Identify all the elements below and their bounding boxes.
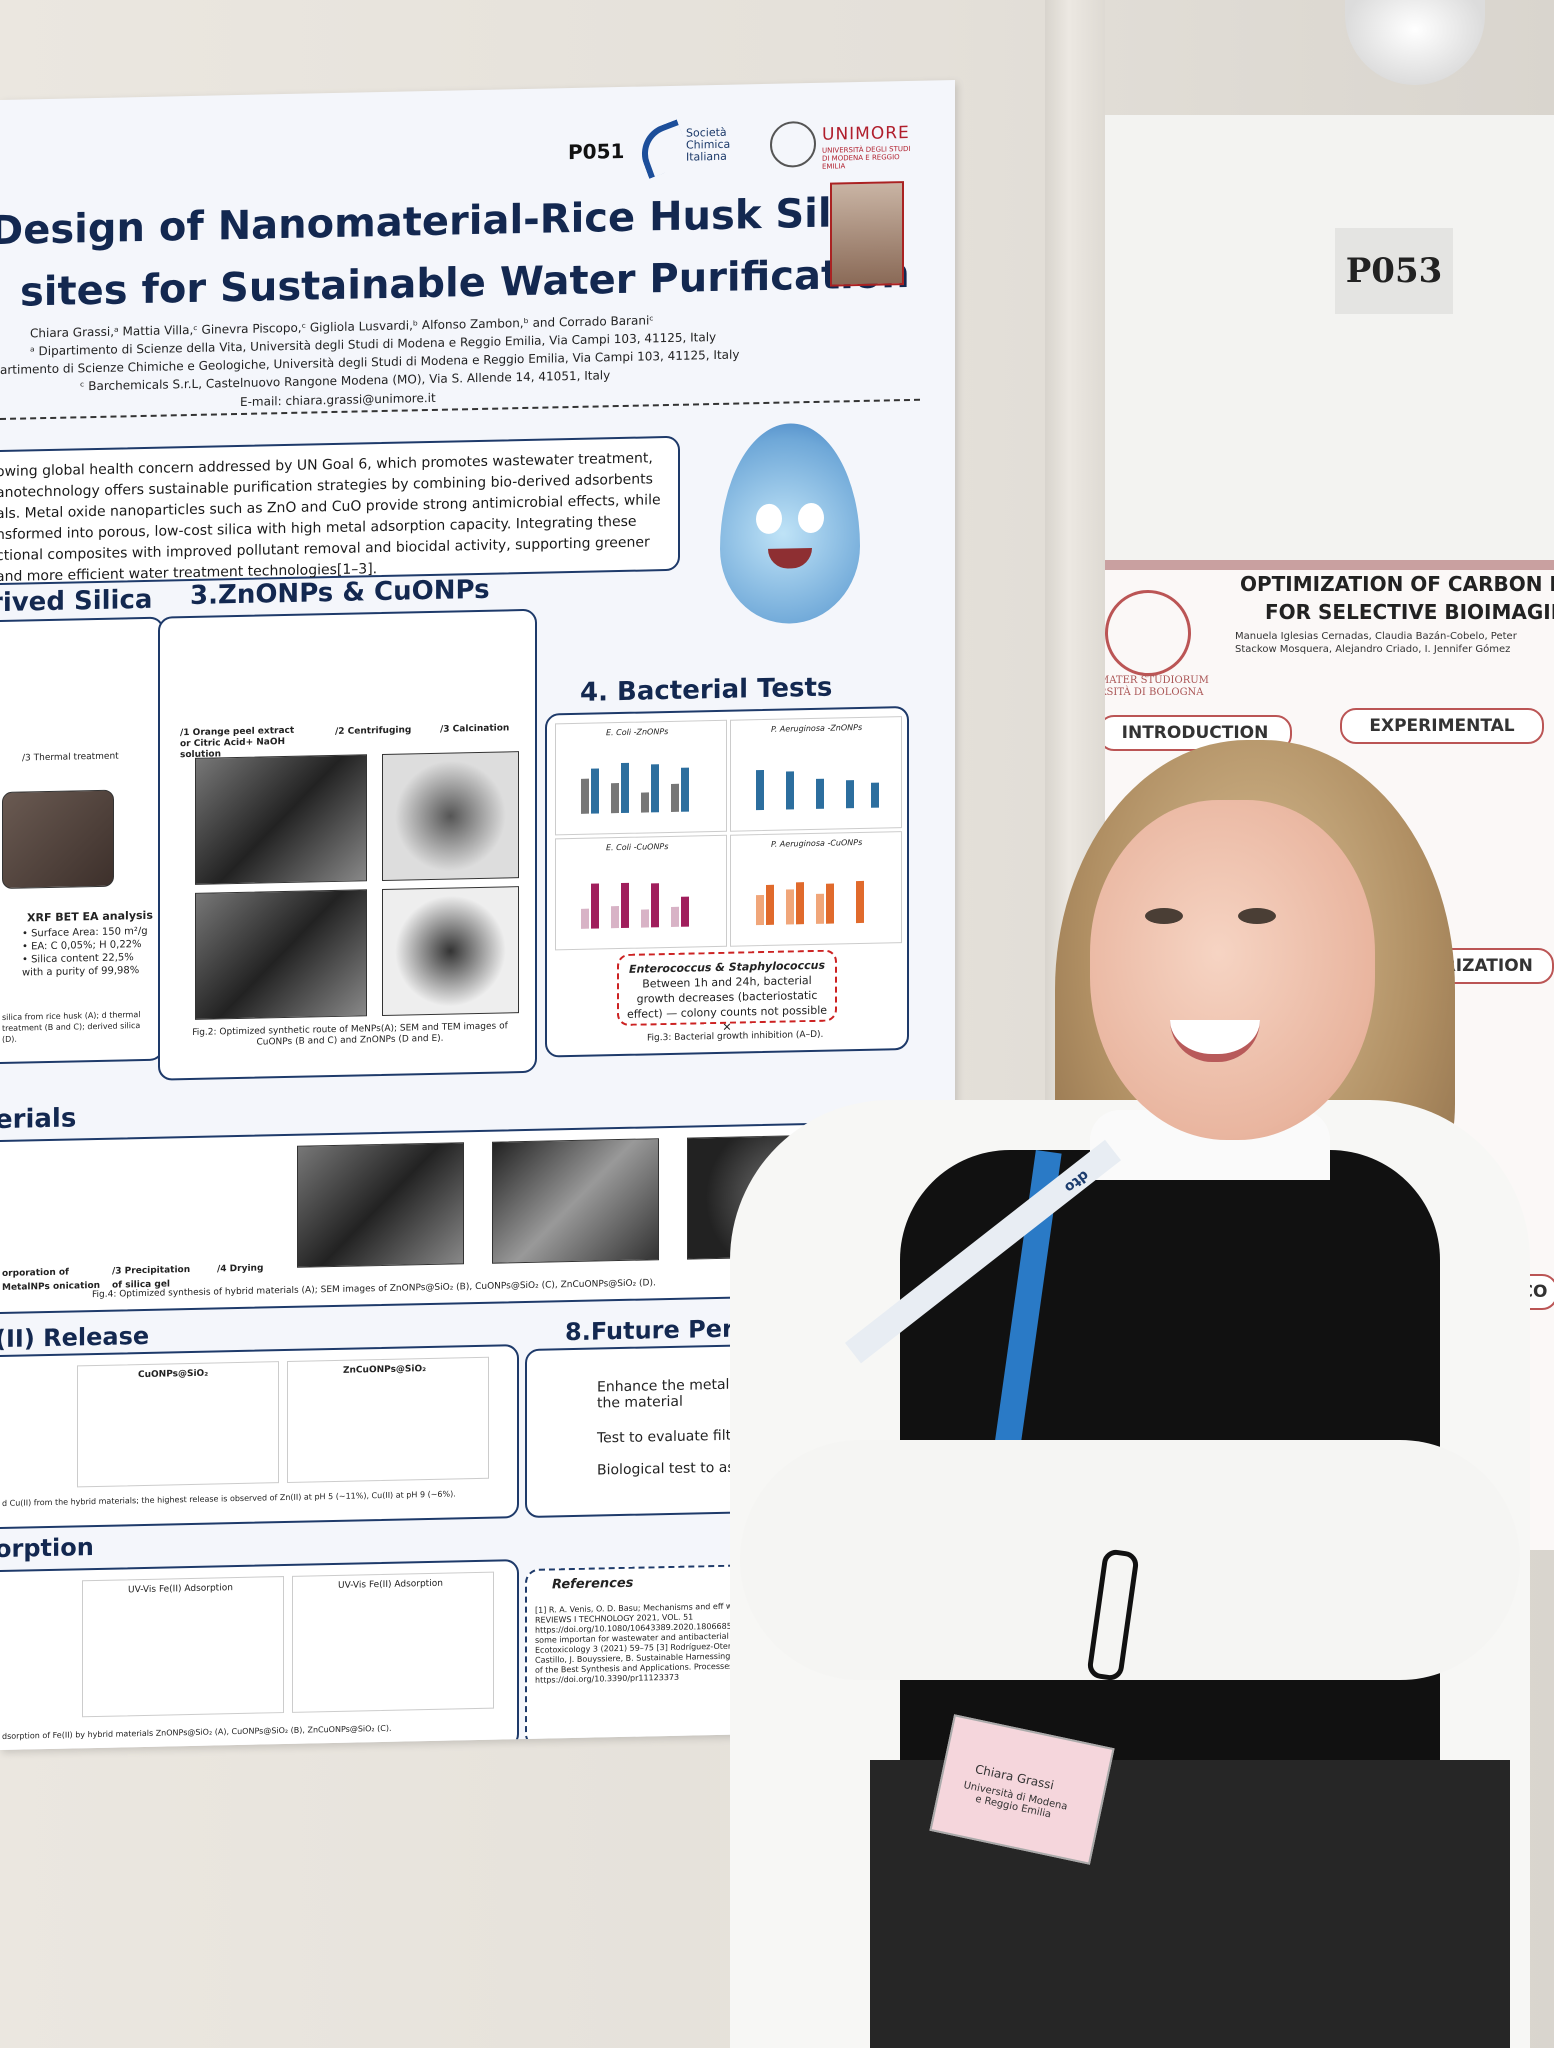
sem-image-d — [195, 889, 367, 1020]
release-chart-b-title: CuONPs@SiO₂ — [138, 1368, 209, 1381]
mascot-left-eye — [756, 503, 782, 535]
uv-chart-c-title: UV-Vis Fe(II) Adsorption — [338, 1578, 443, 1591]
author-email: E-mail: chiara.grassi@unimore.it — [240, 390, 436, 409]
introduction-box: owing global health concern addressed by… — [0, 435, 680, 586]
chart-b: P. Aeruginosa -ZnONPs — [730, 716, 902, 832]
release-caption: d Cu(II) from the hybrid materials; the … — [2, 1489, 456, 1508]
mascot-mouth — [768, 547, 812, 569]
release-chart-c-title: ZnCuONPs@SiO₂ — [343, 1364, 427, 1376]
authors-block: Chiara Grassi,ᵃ Mattia Villa,ᶜ Ginevra P… — [0, 313, 740, 394]
sorption-caption: dsorption of Fe(II) by hybrid materials … — [2, 1723, 392, 1741]
poster-p053-title: OPTIMIZATION OF CARBON DO FOR SELECTIVE … — [1240, 572, 1554, 624]
water-drop-mascot-icon — [720, 421, 860, 625]
poster-title: Design of Nanomaterial-Rice Husk Silica … — [0, 189, 910, 316]
sci-logo: Società Chimica Italiana — [633, 119, 730, 179]
chart-c-bars — [576, 866, 716, 929]
chart-a-title: E. Coli -ZnONPs — [606, 727, 669, 738]
fig2-caption: Fig.2: Optimized synthetic route of MeNP… — [192, 1021, 508, 1048]
sorption-box: UV-Vis Fe(II) Adsorption UV-Vis Fe(II) A… — [0, 1559, 519, 1750]
section-release-title: (II) Release — [0, 1321, 150, 1354]
section-3-title: 3.ZnONPs & CuONPs — [190, 574, 490, 612]
chart-b-title: P. Aeruginosa -ZnONPs — [771, 722, 863, 734]
sem-znonps-sio2 — [297, 1142, 464, 1268]
sem-cuonps-sio2 — [492, 1138, 659, 1264]
silica-caption: silica from rice husk (A); d thermal tre… — [2, 1010, 141, 1044]
poster-p053-introduction: INTRODUCTION — [1098, 715, 1292, 751]
chart-a-bars — [576, 751, 716, 814]
sci-logo-text: Società Chimica Italiana — [686, 125, 731, 164]
poster-code: P051 — [568, 138, 625, 165]
release-chart-c: ZnCuONPs@SiO₂ — [287, 1356, 489, 1483]
references-title: References — [552, 1575, 634, 1593]
header-divider — [0, 398, 920, 420]
silica-image — [2, 789, 114, 889]
thermal-step-label: /3 Thermal treatment — [22, 751, 119, 764]
person-left-eye — [1145, 908, 1183, 924]
unimore-subtitle: UNIVERSITÀ DEGLI STUDI DI MODENA E REGGI… — [822, 144, 911, 171]
step2-label: /2 Centrifuging — [335, 725, 412, 737]
mat-step1: orporation of MetalNPs onication — [2, 1267, 101, 1293]
poster-p053-authors: Manuela Iglesias Cernadas, Claudia Bazán… — [1235, 631, 1517, 655]
chart-d: P. Aeruginosa -CuONPs — [730, 831, 902, 947]
release-chart-b: CuONPs@SiO₂ — [77, 1361, 279, 1488]
chart-b-bars — [751, 747, 891, 811]
chart-d-bars — [751, 862, 891, 926]
release-box: CuONPs@SiO₂ ZnCuONPs@SiO₂ d Cu(II) from … — [0, 1344, 519, 1530]
chart-c-title: E. Coli -CuONPs — [606, 841, 669, 853]
poster-p053-seal-text: MATER STUDIORUM RSITÀ DI BOLOGNA — [1099, 675, 1209, 698]
author-photo — [830, 181, 904, 287]
section-sorption-title: orption — [0, 1533, 94, 1564]
unimore-name: UNIMORE — [822, 122, 910, 145]
poster-p053-code: P053 — [1335, 228, 1453, 314]
mascot-right-eye — [798, 502, 824, 534]
mat-step4: /4 Drying — [217, 1263, 264, 1275]
tem-image-c — [382, 751, 519, 881]
poster-p053-experimental: EXPERIMENTAL — [1340, 708, 1544, 744]
bacterial-tests-box: E. Coli -ZnONPs P. Aeruginosa -ZnONPs E.… — [545, 705, 909, 1058]
person-crossed-arms — [740, 1440, 1520, 1680]
fig3-caption: Fig.3: Bacterial growth inhibition (A–D)… — [647, 1029, 824, 1044]
xrf-title: XRF BET EA analysis — [27, 908, 153, 925]
chart-d-title: P. Aeruginosa -CuONPs — [771, 837, 863, 849]
step3-label: /3 Calcination — [440, 723, 510, 735]
sem-image-b — [195, 754, 367, 885]
sci-logo-icon — [633, 119, 693, 179]
xrf-list: • Surface Area: 150 m²/g • EA: C 0,05%; … — [22, 925, 148, 979]
uv-chart-c: UV-Vis Fe(II) Adsorption — [292, 1571, 494, 1713]
chart-c: E. Coli -CuONPs — [555, 834, 727, 951]
section-4-title: 4. Bacterial Tests — [580, 672, 833, 708]
section-3-box: /1 Orange peel extract or Citric Acid+ N… — [158, 608, 537, 1081]
unimore-seal-icon — [770, 120, 816, 168]
uv-chart-b-title: UV-Vis Fe(II) Adsorption — [128, 1583, 233, 1596]
person-right-eye — [1238, 908, 1276, 924]
section-materials-title: erials — [0, 1103, 77, 1136]
tem-image-e — [382, 886, 519, 1016]
person-face — [1090, 800, 1375, 1140]
chart-a: E. Coli -ZnONPs — [555, 719, 727, 836]
uv-chart-b: UV-Vis Fe(II) Adsorption — [82, 1576, 284, 1718]
poster-p053-seal — [1105, 590, 1191, 676]
silica-box: /3 Thermal treatment XRF BET EA analysis… — [0, 616, 164, 1065]
bacteria-callout: Enterococcus & Staphylococcus Between 1h… — [617, 949, 837, 1034]
section-derived-silica-title: rived Silica — [0, 584, 153, 619]
